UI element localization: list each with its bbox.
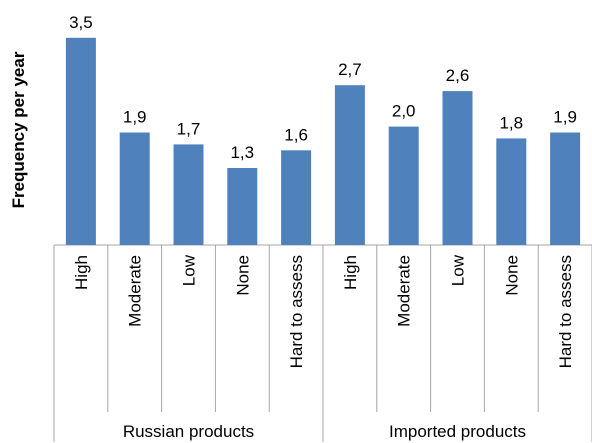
bar <box>442 91 473 245</box>
bar <box>65 37 96 245</box>
data-label: 1,9 <box>123 108 147 127</box>
bar <box>388 126 419 245</box>
category-label: None <box>233 255 252 296</box>
data-label: 1,9 <box>553 108 577 127</box>
bar <box>281 150 312 245</box>
category-label: Moderate <box>395 255 414 327</box>
bar <box>119 132 150 245</box>
group-labels: Russian products Imported products <box>123 422 526 441</box>
category-label: None <box>502 255 521 296</box>
bar <box>496 138 527 245</box>
bar <box>334 85 365 245</box>
bar <box>227 168 258 245</box>
data-label: 1,6 <box>284 125 308 144</box>
category-labels: High Moderate Low None Hard to assess High Mod… <box>72 254 575 368</box>
category-label: Low <box>449 254 468 286</box>
bar <box>550 132 581 245</box>
data-labels: 3,5 1,9 1,7 1,3 1,6 2,7 2,0 2,6 1,8 1,9 <box>69 13 577 162</box>
data-label: 1,7 <box>177 119 201 138</box>
category-label: Hard to assess <box>556 255 575 368</box>
data-label: 1,8 <box>499 113 523 132</box>
y-axis-title: Frequency per year <box>9 51 28 208</box>
category-label: High <box>72 255 91 290</box>
data-label: 1,3 <box>230 143 254 162</box>
category-label: Moderate <box>126 255 145 327</box>
category-label: High <box>341 255 360 290</box>
data-label: 3,5 <box>69 13 93 32</box>
category-label: Low <box>180 254 199 286</box>
data-label: 2,7 <box>338 60 362 79</box>
category-label: Hard to assess <box>287 255 306 368</box>
bar <box>173 144 204 245</box>
data-label: 2,6 <box>446 66 470 85</box>
bars <box>65 37 581 245</box>
data-label: 2,0 <box>392 102 416 121</box>
group-label: Russian products <box>123 422 254 441</box>
group-label: Imported products <box>389 422 526 441</box>
